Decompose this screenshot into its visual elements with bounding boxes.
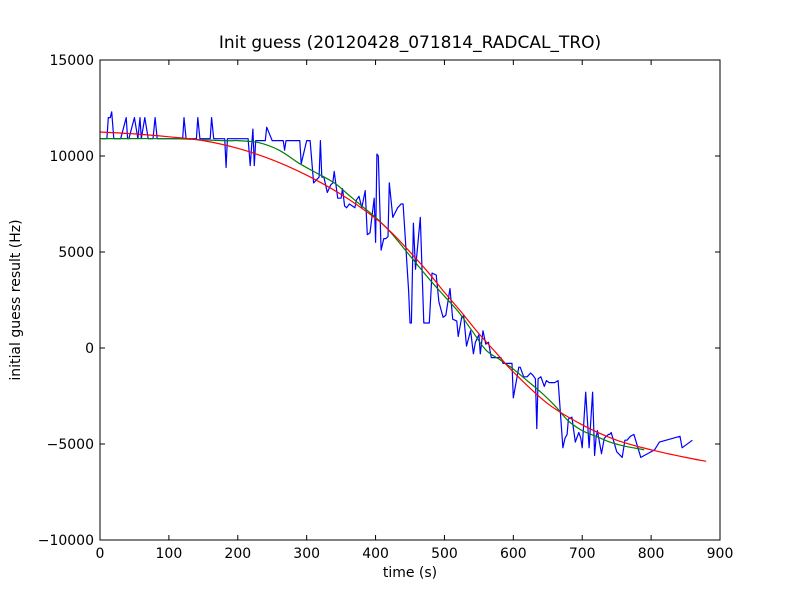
y-tick-label: 0: [85, 341, 94, 357]
y-tick-label: −10000: [38, 533, 94, 549]
y-tick-label: 15000: [49, 53, 94, 69]
plot-frame: [99, 59, 721, 541]
x-tick-label: 400: [362, 546, 389, 562]
series-line-red: [100, 131, 707, 462]
x-tick-label: 100: [156, 546, 183, 562]
series-line-blue: [101, 111, 693, 458]
x-tick-label: 300: [293, 546, 320, 562]
x-tick-label: 600: [500, 546, 527, 562]
x-tick-label: 0: [96, 546, 105, 562]
y-tick-label: −5000: [47, 437, 94, 453]
series-layer: [100, 111, 707, 462]
chart-title: Init guess (20120428_071814_RADCAL_TRO): [219, 33, 601, 53]
y-tick-label: 5000: [58, 245, 94, 261]
x-tick-label: 900: [707, 546, 734, 562]
x-tick-label: 800: [638, 546, 665, 562]
tick-layer: 0 100 200 300 400 500 600 700 800 900 −10000 −5000 0…: [38, 53, 734, 562]
x-tick-label: 200: [224, 546, 251, 562]
x-tick-label: 700: [569, 546, 596, 562]
y-tick-label: 10000: [49, 149, 94, 165]
series-line-green: [100, 137, 645, 451]
x-tick-label: 500: [431, 546, 458, 562]
x-axis-label: time (s): [383, 565, 437, 581]
y-axis-label: initial guess result (Hz): [8, 219, 24, 380]
plot-area: [100, 60, 720, 540]
